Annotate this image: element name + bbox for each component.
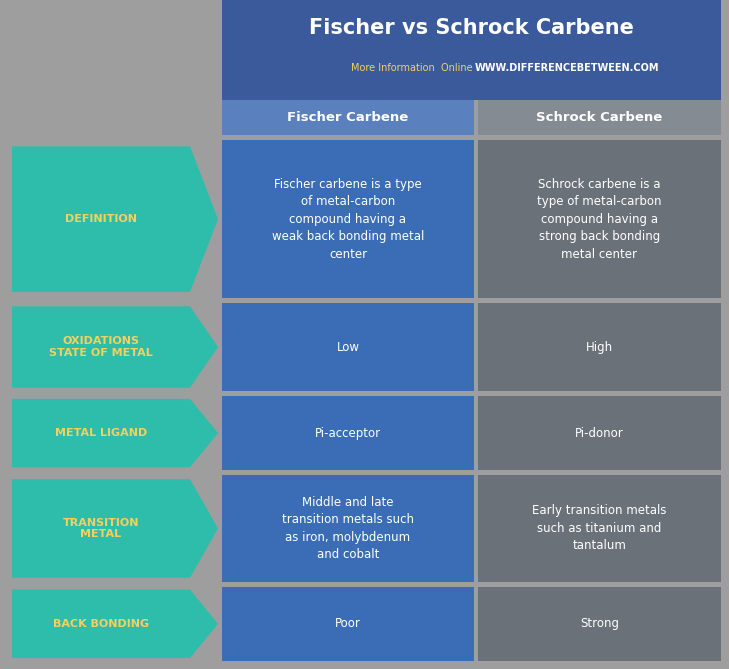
- FancyBboxPatch shape: [222, 587, 474, 661]
- Text: Middle and late
transition metals such
as iron, molybdenum
and cobalt: Middle and late transition metals such a…: [282, 496, 414, 561]
- Text: WWW.DIFFERENCEBETWEEN.COM: WWW.DIFFERENCEBETWEEN.COM: [475, 63, 659, 73]
- Text: Poor: Poor: [335, 617, 361, 630]
- Text: Fischer vs Schrock Carbene: Fischer vs Schrock Carbene: [309, 18, 634, 38]
- Text: TRANSITION
METAL: TRANSITION METAL: [63, 518, 139, 539]
- Text: OXIDATIONS
STATE OF METAL: OXIDATIONS STATE OF METAL: [49, 337, 153, 358]
- Text: Early transition metals
such as titanium and
tantalum: Early transition metals such as titanium…: [532, 504, 667, 553]
- FancyBboxPatch shape: [478, 140, 721, 298]
- FancyBboxPatch shape: [478, 100, 721, 135]
- Text: High: High: [586, 341, 613, 353]
- FancyBboxPatch shape: [478, 587, 721, 661]
- Polygon shape: [12, 399, 218, 468]
- FancyBboxPatch shape: [222, 303, 474, 391]
- Polygon shape: [12, 589, 218, 658]
- FancyBboxPatch shape: [222, 475, 474, 582]
- Text: Schrock Carbene: Schrock Carbene: [537, 111, 663, 124]
- Polygon shape: [12, 479, 218, 577]
- Text: Fischer Carbene: Fischer Carbene: [287, 111, 409, 124]
- Text: DEFINITION: DEFINITION: [65, 214, 137, 224]
- Polygon shape: [12, 147, 218, 292]
- Text: Pi-donor: Pi-donor: [575, 427, 624, 440]
- Text: More Information  Online: More Information Online: [351, 63, 472, 73]
- Text: METAL LIGAND: METAL LIGAND: [55, 428, 147, 438]
- FancyBboxPatch shape: [222, 0, 721, 100]
- FancyBboxPatch shape: [478, 475, 721, 582]
- Polygon shape: [12, 306, 218, 387]
- Text: Strong: Strong: [580, 617, 619, 630]
- Text: BACK BONDING: BACK BONDING: [53, 619, 149, 629]
- Text: Schrock carbene is a
type of metal-carbon
compound having a
strong back bonding
: Schrock carbene is a type of metal-carbo…: [537, 177, 662, 261]
- FancyBboxPatch shape: [222, 100, 474, 135]
- Text: Pi-acceptor: Pi-acceptor: [315, 427, 381, 440]
- FancyBboxPatch shape: [478, 303, 721, 391]
- FancyBboxPatch shape: [478, 396, 721, 470]
- FancyBboxPatch shape: [222, 396, 474, 470]
- Text: Low: Low: [337, 341, 359, 353]
- Text: Fischer carbene is a type
of metal-carbon
compound having a
weak back bonding me: Fischer carbene is a type of metal-carbo…: [272, 177, 424, 261]
- FancyBboxPatch shape: [222, 140, 474, 298]
